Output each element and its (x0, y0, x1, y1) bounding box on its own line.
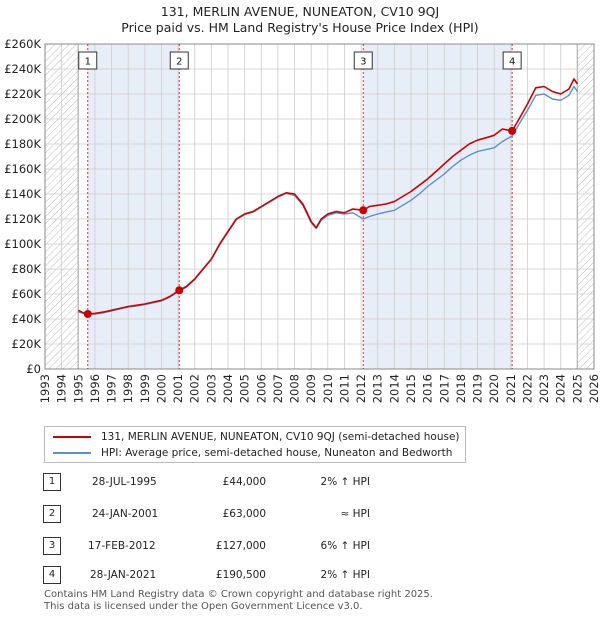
y-tick-label: £60K (12, 287, 42, 301)
x-tick-label: 2024 (554, 374, 568, 403)
sale-point (83, 310, 92, 318)
y-tick-label: £20K (12, 337, 42, 351)
sale-number-badge: 3 (43, 537, 61, 555)
shaded-period (87, 44, 180, 369)
table-row: 1 28-JUL-1995 £44,000 2% ↑ HPI (0, 473, 600, 493)
x-tick-label: 2000 (154, 374, 168, 403)
sale-marker-box (78, 51, 98, 70)
sale-marker-number: 2 (176, 57, 182, 68)
x-tick-label: 2006 (254, 374, 268, 403)
y-tick-label: £0 (26, 362, 41, 376)
sale-number-badge: 2 (43, 505, 61, 523)
price-chart: £0 £20K £40K £60K £80K £100K £120K £140K £160K £1… (4, 37, 600, 403)
sale-hpi-relation: 6% ↑ HPI (320, 540, 370, 552)
x-tick-label: 1998 (121, 374, 135, 403)
x-tick-label: 2018 (454, 374, 468, 403)
sale-price: £127,000 (215, 540, 266, 552)
sale-hpi-relation: 2% ↑ HPI (320, 476, 370, 488)
x-tick-label: 2021 (504, 374, 518, 403)
x-tick-label: 2001 (171, 374, 185, 403)
x-tick-label: 2025 (570, 374, 584, 403)
x-tick-label: 2009 (304, 374, 318, 403)
sale-marker-number: 1 (85, 57, 91, 68)
sale-marker-number: 4 (509, 57, 515, 68)
y-tick-label: £40K (12, 312, 42, 326)
y-tick-label: £160K (4, 162, 41, 176)
y-tick-label: £100K (4, 237, 41, 251)
y-tick-label: £140K (4, 187, 41, 201)
shaded-period (363, 44, 513, 369)
y-tick-label: £200K (4, 112, 41, 126)
x-tick-label: 2004 (221, 374, 235, 403)
y-tick-label: £80K (12, 262, 42, 276)
chart-legend: 131, MERLIN AVENUE, NUNEATON, CV10 9QJ (… (44, 426, 466, 463)
x-tick-label: 2011 (337, 374, 351, 403)
x-tick-label: 1993 (38, 374, 52, 403)
x-tick-label: 2023 (537, 374, 551, 403)
sale-date: 28-JUL-1995 (92, 476, 157, 488)
sale-date: 24-JAN-2001 (92, 508, 159, 520)
sale-price: £63,000 (222, 508, 266, 520)
sale-marker-box (353, 51, 373, 70)
x-tick-label: 2010 (321, 374, 335, 403)
attribution-footer: Contains HM Land Registry data © Crown c… (44, 589, 433, 613)
table-row: 4 28-JAN-2021 £190,500 2% ↑ HPI (0, 566, 600, 586)
sale-marker-box (169, 51, 189, 70)
legend-swatch-property (53, 436, 91, 438)
sale-number-badge: 1 (43, 473, 61, 491)
x-tick-label: 2012 (354, 374, 368, 403)
attribution-line-1: Contains HM Land Registry data © Crown c… (44, 589, 433, 600)
attribution-line-2: This data is licensed under the Open Gov… (44, 601, 363, 612)
y-tick-label: £240K (4, 62, 41, 76)
legend-label-hpi: HPI: Average price, semi-detached house,… (101, 447, 453, 459)
y-tick-label: £180K (4, 137, 41, 151)
x-tick-label: 2005 (238, 374, 252, 403)
y-tick-label: £260K (4, 37, 41, 51)
sale-point (508, 126, 517, 135)
x-tick-label: 2014 (387, 374, 401, 403)
y-tick-label: £220K (4, 87, 41, 101)
x-tick-label: 2019 (471, 374, 485, 403)
y-tick-label: £120K (4, 212, 41, 226)
x-tick-label: 1995 (71, 374, 85, 403)
x-tick-label: 2003 (204, 374, 218, 403)
x-tick-label: 2017 (437, 374, 451, 403)
sale-date: 28-JAN-2021 (90, 569, 157, 581)
sale-date: 17-FEB-2012 (88, 540, 156, 552)
sale-hpi-relation: ≈ HPI (340, 508, 370, 520)
x-tick-label: 2008 (288, 374, 302, 403)
sale-hpi-relation: 2% ↑ HPI (320, 569, 370, 581)
chart-title-subtitle: Price paid vs. HM Land Registry's House … (121, 20, 479, 35)
x-tick-label: 2007 (271, 374, 285, 403)
sale-marker-number: 3 (360, 57, 366, 68)
legend-entry-property: 131, MERLIN AVENUE, NUNEATON, CV10 9QJ (… (53, 429, 460, 445)
chart-title-address: 131, MERLIN AVENUE, NUNEATON, CV10 9QJ (160, 4, 440, 19)
x-tick-label: 2015 (404, 374, 418, 403)
table-row: 3 17-FEB-2012 £127,000 6% ↑ HPI (0, 537, 600, 557)
x-tick-label: 1997 (105, 374, 119, 403)
sale-price: £190,500 (215, 569, 266, 581)
sale-marker-box (502, 51, 522, 70)
property-series-line (77, 78, 579, 315)
x-tick-label: 2020 (487, 374, 501, 403)
sale-point (175, 286, 184, 295)
legend-label-property: 131, MERLIN AVENUE, NUNEATON, CV10 9QJ (… (101, 431, 460, 443)
table-row: 2 24-JAN-2001 £63,000 ≈ HPI (0, 505, 600, 525)
sale-price: £44,000 (222, 476, 266, 488)
legend-entry-hpi: HPI: Average price, semi-detached house,… (53, 445, 452, 461)
x-tick-label: 2016 (421, 374, 435, 403)
x-tick-label: 2026 (587, 374, 600, 403)
legend-swatch-hpi (53, 452, 91, 454)
x-tick-label: 1994 (55, 374, 69, 403)
sale-point (359, 206, 368, 215)
x-tick-label: 2002 (188, 374, 202, 403)
x-tick-label: 2022 (520, 374, 534, 403)
x-tick-label: 1996 (88, 374, 102, 403)
hatched-period (577, 44, 594, 369)
plot-frame (44, 43, 595, 370)
sale-number-badge: 4 (43, 566, 61, 584)
x-tick-label: 2013 (371, 374, 385, 403)
x-tick-label: 1999 (138, 374, 152, 403)
